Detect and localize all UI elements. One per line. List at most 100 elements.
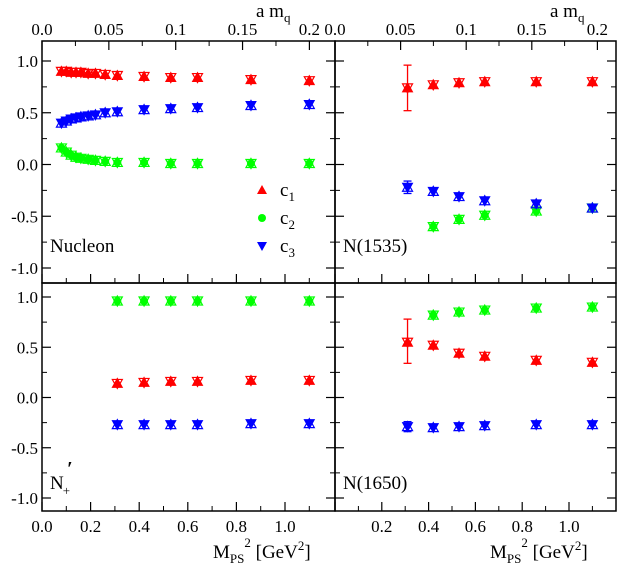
bottom-axis-title-left-unit-sup: 2	[298, 538, 305, 553]
panel-label: N+ ′	[50, 458, 73, 498]
legend-entry-c3: c3	[257, 236, 295, 260]
top-tick-label: 0.05	[94, 20, 124, 39]
series-c2	[427, 300, 599, 322]
x-tick-label: 0.2	[371, 517, 392, 536]
data-point-c2-open-down	[191, 296, 204, 308]
legend-marker	[257, 185, 267, 194]
data-point-c3-open	[427, 185, 440, 197]
y-tick-label: 0.5	[17, 338, 38, 357]
data-point-c2-open-down	[138, 157, 151, 169]
x-tick-label: 0.2	[80, 517, 101, 536]
data-point-c1-open	[401, 83, 414, 95]
y-tick-label: -0.5	[11, 439, 38, 458]
legend-label-main: c	[280, 208, 288, 229]
data-point-c3-open	[453, 190, 466, 202]
top-axis-title-left-main: a m	[256, 1, 284, 22]
data-point-c1-open	[586, 77, 599, 88]
x-tick-label: 0.4	[129, 517, 151, 536]
data-point-c1-open	[478, 351, 491, 363]
series-c1	[55, 65, 316, 87]
data-point-c3-open	[99, 106, 112, 118]
legend-label-sub: 2	[288, 217, 295, 232]
data-point-c1-open	[111, 378, 124, 390]
series-c3	[401, 418, 599, 434]
data-point-c2-open-down	[99, 156, 112, 168]
x-tick-label: 0.8	[226, 517, 247, 536]
data-point-c1-open	[74, 67, 87, 79]
data-point-c2-open-down	[89, 155, 102, 167]
top-axis-title-right-sub: q	[578, 10, 585, 25]
data-point-c1-open	[164, 376, 177, 388]
data-point-c2-open-down	[244, 158, 257, 170]
panel-frame	[41, 282, 336, 512]
panel-label: Nucleon	[50, 236, 115, 257]
top-tick-label: 0.05	[386, 20, 416, 39]
x-tick-label: 1.0	[558, 517, 579, 536]
y-tick-label: 0.0	[17, 156, 38, 175]
y-tick-label: 1.0	[17, 288, 38, 307]
data-point-c3-open	[82, 109, 95, 121]
top-tick-label: 0.0	[324, 20, 345, 39]
data-point-c1-open	[89, 68, 102, 80]
series-c3	[401, 181, 599, 214]
panel-label: N(1650)	[343, 473, 407, 494]
series-c2	[111, 294, 316, 308]
y-tick-label: 0.0	[17, 389, 38, 408]
data-point-c1-open	[111, 70, 124, 82]
data-point-c2-open-down	[530, 303, 543, 315]
data-point-c3-open	[244, 99, 257, 111]
data-point-c3-open	[191, 418, 204, 430]
data-point-c1-open	[244, 375, 257, 387]
legend-label-sub: 1	[288, 189, 295, 204]
data-point-c3-open	[478, 194, 491, 206]
panel-2: 0.0 0.05 0.1 0.15 0.2 N(1535)	[324, 20, 617, 284]
top-tick-label: 0.15	[228, 20, 258, 39]
data-point-c3-open	[191, 101, 204, 113]
bottom-axis-title-right-unit-sup: 2	[575, 538, 582, 553]
data-point-c3-open	[478, 419, 491, 431]
x-tick-label: 0.6	[465, 517, 486, 536]
data-point-c2-open-down	[164, 296, 177, 308]
top-tick-label: 0.2	[587, 20, 608, 39]
data-point-c3-open	[530, 418, 543, 430]
top-tick-label: 0.0	[31, 20, 52, 39]
series-c3	[111, 417, 316, 431]
data-point-c1-open	[453, 348, 466, 360]
series-c1	[401, 336, 599, 369]
series-c1	[111, 374, 316, 390]
top-tick-label: 0.2	[299, 20, 320, 39]
data-point-c2-open-down	[453, 307, 466, 319]
data-point-c1-open	[191, 72, 204, 84]
top-axis-title-left: a mq	[256, 1, 291, 25]
data-point-c3-open	[401, 181, 414, 192]
panel-label-main: N(1535)	[343, 236, 407, 257]
panel-label-main: N	[50, 473, 64, 494]
panel-label-sub: +	[63, 483, 70, 498]
legend-marker	[257, 242, 267, 251]
data-point-c3-open	[453, 420, 466, 432]
data-point-c3-open	[111, 105, 124, 117]
bottom-axis-title-right: MPS2 [GeV2]	[490, 535, 588, 566]
bottom-axis-title-right-unit: [GeV	[528, 542, 575, 563]
top-tick-label: 0.15	[517, 20, 547, 39]
bottom-axis-title-left-sup: 2	[244, 535, 251, 550]
data-point-c1-open	[138, 71, 151, 83]
top-tick-label: 0.1	[456, 20, 477, 39]
data-point-c3-open	[303, 417, 316, 429]
panel-label-main: N(1650)	[343, 473, 407, 494]
data-point-c3-open	[111, 418, 124, 430]
data-point-c1-open	[586, 357, 599, 369]
data-point-c2-open-down	[303, 296, 316, 308]
data-point-c3-open	[138, 418, 151, 430]
data-point-c2-open-down	[586, 302, 599, 314]
data-point-c3-open	[530, 197, 543, 209]
bottom-axis-title-right-unit-close: ]	[581, 542, 587, 563]
legend-entry-c2: c2	[258, 208, 295, 232]
series-c2	[55, 141, 316, 170]
data-point-c2-open-down	[478, 210, 491, 222]
data-point-c2-open-down	[427, 310, 440, 322]
data-point-c1-open	[99, 69, 112, 81]
data-point-c2-open-down	[244, 296, 257, 308]
data-point-c3-open	[89, 108, 102, 120]
panel-3: -1.0 -0.5 0.0 0.5 1.0 0.0 0.2 0.4 0.6 0.8 1.0 N+ ′	[11, 282, 336, 536]
